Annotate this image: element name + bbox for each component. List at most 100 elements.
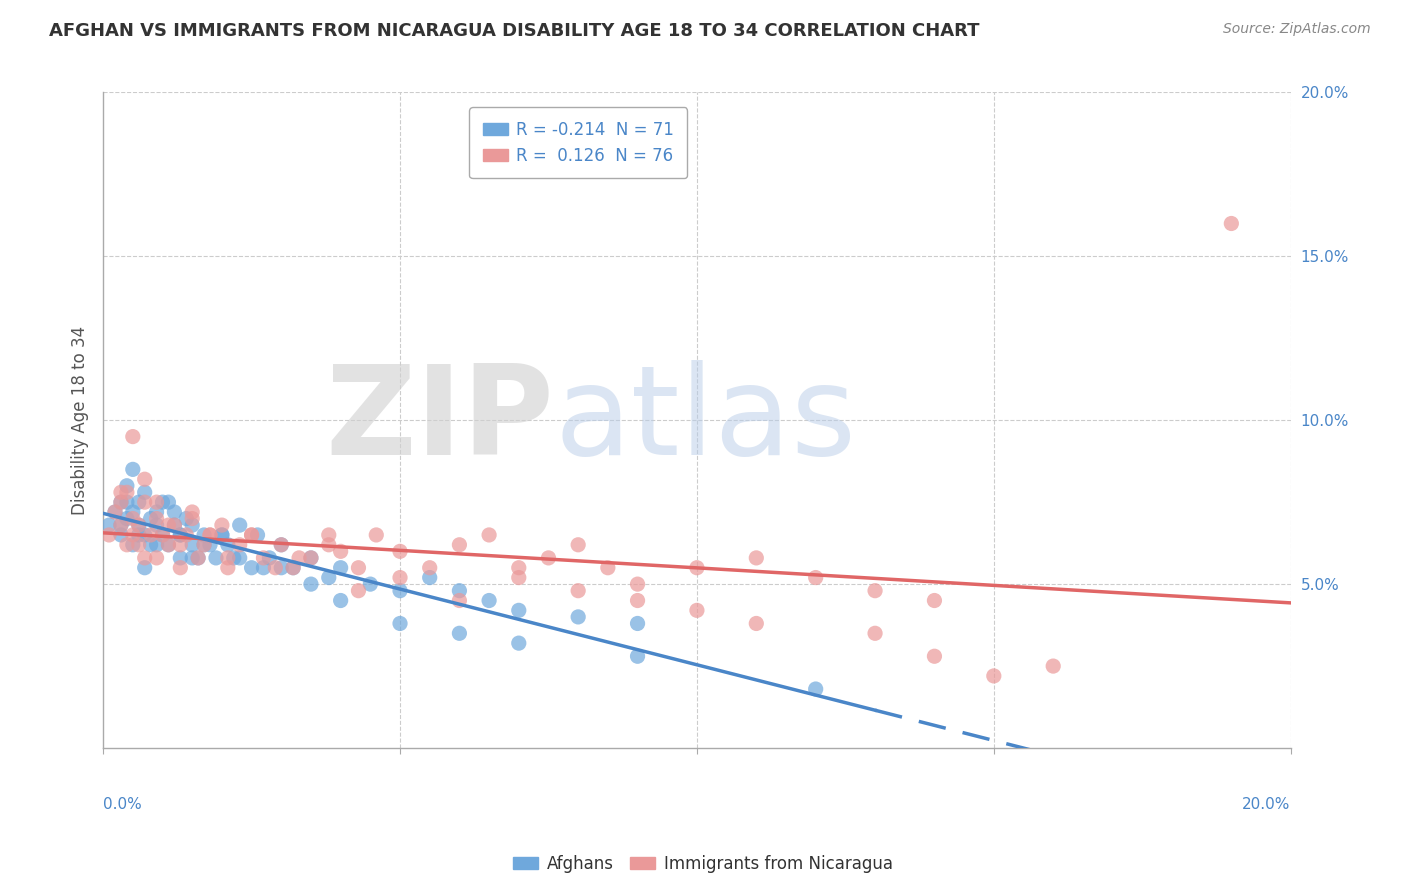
Point [110, 528, 132, 542]
Point [318, 528, 340, 542]
Point [288, 550, 311, 565]
Point [318, 570, 340, 584]
Point [419, 560, 441, 574]
Point [359, 577, 381, 591]
Point [804, 681, 827, 696]
Point [626, 649, 648, 664]
Point [181, 538, 204, 552]
Point [299, 550, 322, 565]
Point [128, 518, 150, 533]
Y-axis label: Disability Age 18 to 34: Disability Age 18 to 34 [72, 326, 89, 515]
Point [187, 550, 209, 565]
Point [567, 538, 589, 552]
Point [228, 518, 250, 533]
Point [567, 610, 589, 624]
Point [152, 495, 174, 509]
Point [389, 616, 412, 631]
Point [115, 485, 138, 500]
Point [169, 560, 191, 574]
Point [145, 511, 167, 525]
Point [115, 511, 138, 525]
Point [145, 505, 167, 519]
Point [145, 495, 167, 509]
Text: atlas: atlas [554, 359, 856, 481]
Point [299, 550, 322, 565]
Point [626, 593, 648, 607]
Point [121, 528, 143, 542]
Point [98, 528, 121, 542]
Point [121, 511, 143, 525]
Point [217, 550, 239, 565]
Point [217, 538, 239, 552]
Point [110, 495, 132, 509]
Point [134, 528, 156, 542]
Point [181, 505, 204, 519]
Point [211, 528, 233, 542]
Point [98, 518, 121, 533]
Point [115, 495, 138, 509]
Point [508, 560, 530, 574]
Point [449, 593, 471, 607]
Point [1220, 217, 1243, 231]
Point [181, 511, 204, 525]
Point [281, 560, 304, 574]
Point [110, 485, 132, 500]
Point [169, 528, 191, 542]
Point [329, 544, 352, 558]
Point [419, 570, 441, 584]
Point [686, 603, 709, 617]
Point [163, 518, 186, 533]
Point [169, 538, 191, 552]
Point [389, 544, 412, 558]
Point [240, 528, 263, 542]
Point [329, 560, 352, 574]
Point [128, 518, 150, 533]
Point [211, 518, 233, 533]
Point [449, 626, 471, 640]
Text: ZIP: ZIP [326, 359, 554, 481]
Point [228, 538, 250, 552]
Point [478, 593, 501, 607]
Point [222, 550, 245, 565]
Point [157, 538, 180, 552]
Point [181, 518, 204, 533]
Point [252, 550, 274, 565]
Point [281, 560, 304, 574]
Point [139, 538, 162, 552]
Point [134, 495, 156, 509]
Point [270, 538, 292, 552]
Point [240, 528, 263, 542]
Point [193, 528, 215, 542]
Point [115, 479, 138, 493]
Point [449, 538, 471, 552]
Point [115, 538, 138, 552]
Point [163, 505, 186, 519]
Point [626, 577, 648, 591]
Point [145, 538, 167, 552]
Point [924, 649, 946, 664]
Point [246, 528, 269, 542]
Point [134, 560, 156, 574]
Point [318, 538, 340, 552]
Point [163, 518, 186, 533]
Point [121, 462, 143, 476]
Point [205, 550, 228, 565]
Point [193, 538, 215, 552]
Point [134, 472, 156, 486]
Legend: Afghans, Immigrants from Nicaragua: Afghans, Immigrants from Nicaragua [506, 848, 900, 880]
Text: AFGHAN VS IMMIGRANTS FROM NICARAGUA DISABILITY AGE 18 TO 34 CORRELATION CHART: AFGHAN VS IMMIGRANTS FROM NICARAGUA DISA… [49, 22, 980, 40]
Point [329, 593, 352, 607]
Point [389, 570, 412, 584]
Point [139, 528, 162, 542]
Point [181, 550, 204, 565]
Point [804, 570, 827, 584]
Point [299, 577, 322, 591]
Point [174, 528, 197, 542]
Point [347, 583, 370, 598]
Point [228, 550, 250, 565]
Point [863, 583, 886, 598]
Point [924, 593, 946, 607]
Point [134, 550, 156, 565]
Point [863, 626, 886, 640]
Point [626, 616, 648, 631]
